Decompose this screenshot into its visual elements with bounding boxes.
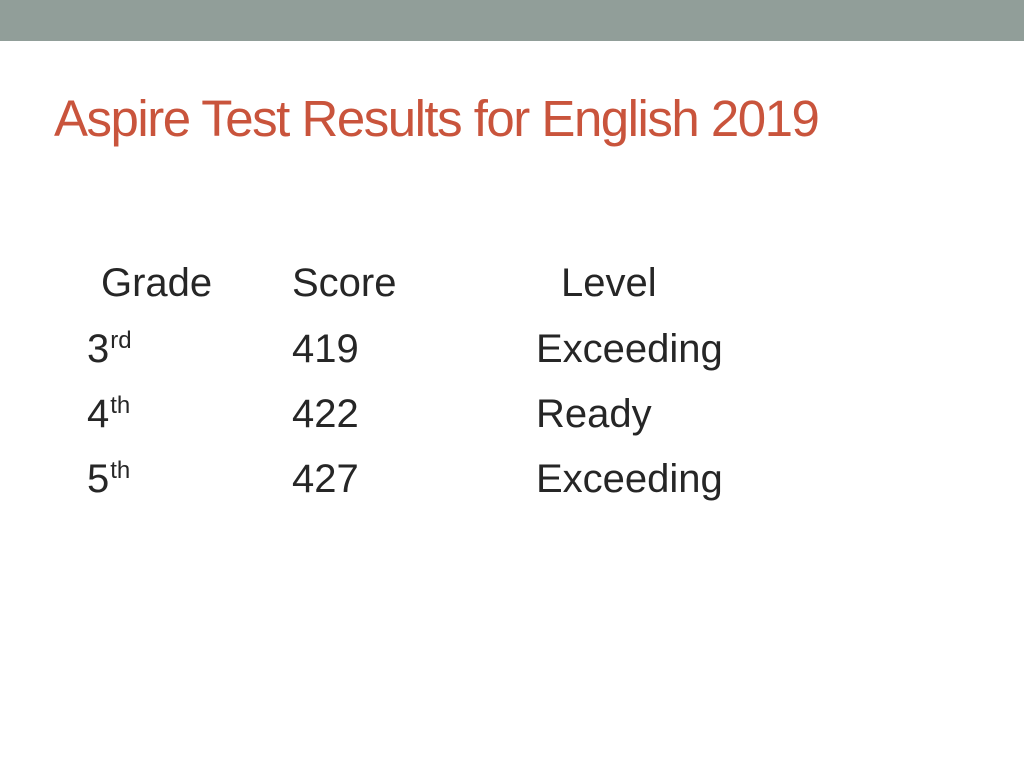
- grade-suffix: th: [110, 392, 131, 419]
- score-cell: 419: [292, 327, 359, 371]
- level-cell: Ready: [536, 392, 652, 436]
- score-cell: 422: [292, 392, 359, 436]
- header-level: Level: [561, 261, 657, 305]
- grade-suffix: th: [110, 457, 131, 484]
- grade-suffix: rd: [110, 327, 132, 354]
- grade-cell: 4th: [87, 392, 131, 436]
- score-cell: 427: [292, 457, 359, 501]
- top-accent-bar: [0, 0, 1024, 41]
- header-score: Score: [292, 261, 397, 305]
- grade-cell: 5th: [87, 457, 131, 501]
- grade-number: 4: [87, 392, 110, 436]
- level-cell: Exceeding: [536, 457, 723, 501]
- grade-number: 3: [87, 327, 110, 371]
- level-cell: Exceeding: [536, 327, 723, 371]
- slide-title: Aspire Test Results for English 2019: [54, 90, 820, 147]
- grade-cell: 3rd: [87, 327, 132, 371]
- grade-number: 5: [87, 457, 110, 501]
- header-grade: Grade: [101, 261, 213, 305]
